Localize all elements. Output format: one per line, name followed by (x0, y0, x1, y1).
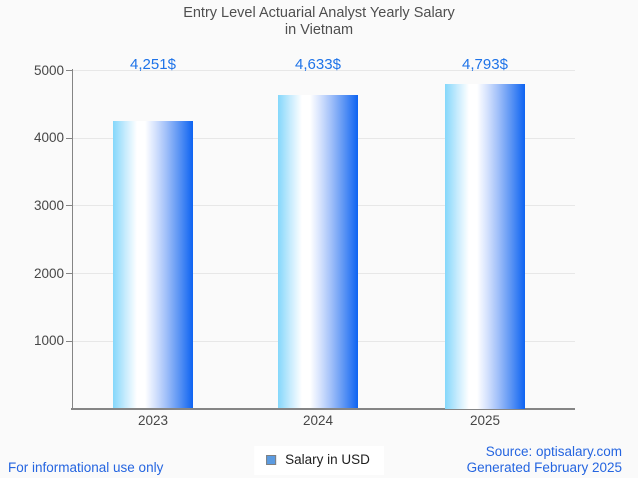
chart-title-line2: in Vietnam (284, 21, 354, 38)
legend-swatch-icon (266, 454, 277, 465)
bar-2025 (445, 84, 525, 409)
x-tick-label: 2025 (469, 413, 501, 428)
y-axis-line (72, 69, 73, 409)
source-line: Source: optisalary.com (485, 444, 622, 459)
y-axis-tick (66, 137, 72, 139)
y-tick-label: 4000 (33, 130, 64, 146)
x-tick-label: 2024 (302, 413, 334, 428)
y-tick-label: 1000 (33, 333, 64, 349)
chart-title: Entry Level Actuarial Analyst Yearly Sal… (0, 5, 638, 38)
bar-value-label: 4,633$ (295, 56, 341, 73)
x-tick-label: 2023 (137, 413, 169, 428)
bar-value-label: 4,793$ (462, 56, 508, 73)
y-axis-tick (66, 340, 72, 342)
source-credit: Source: optisalary.com Generated Februar… (467, 444, 622, 475)
bar-2024 (278, 94, 358, 409)
y-axis-tick (66, 205, 72, 207)
legend-label: Salary in USD (285, 452, 370, 467)
y-tick-label: 2000 (33, 265, 64, 281)
x-axis-line (71, 407, 575, 410)
legend: Salary in USD (254, 446, 384, 475)
disclaimer-text: For informational use only (8, 460, 164, 475)
y-axis-tick (66, 273, 72, 275)
chart-title-line1: Entry Level Actuarial Analyst Yearly Sal… (183, 5, 455, 21)
bar-value-label: 4,251$ (130, 56, 176, 73)
gridline (72, 70, 575, 71)
y-axis-tick (66, 70, 72, 71)
bar-2023 (113, 120, 193, 409)
generated-line: Generated February 2025 (466, 459, 622, 475)
y-tick-label: 3000 (33, 197, 64, 213)
y-tick-label: 5000 (33, 62, 64, 78)
